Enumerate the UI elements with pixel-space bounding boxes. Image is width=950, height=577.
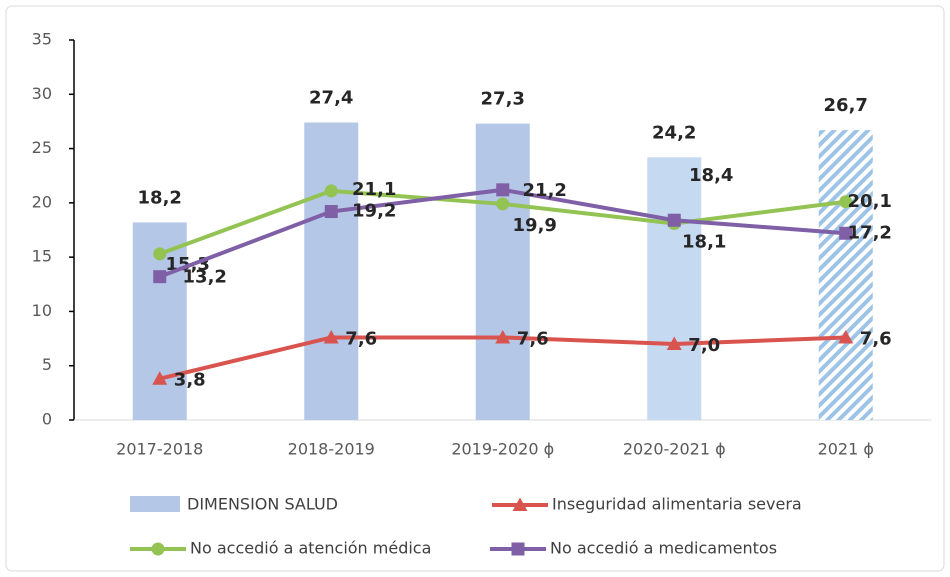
point-value-label: 19,9	[513, 215, 557, 236]
point	[496, 183, 510, 197]
point-value-label: 21,2	[523, 180, 567, 201]
point-value-label: 7,6	[345, 328, 377, 349]
point	[152, 371, 168, 385]
x-tick-label: 2020-2021 ϕ	[623, 440, 726, 459]
x-tick-label: 2017-2018	[116, 440, 203, 459]
legend-swatch	[130, 496, 180, 512]
y-tick-label: 0	[42, 410, 52, 429]
x-tick-label: 2018-2019	[288, 440, 375, 459]
point	[324, 205, 338, 219]
bar	[304, 122, 359, 420]
bar-value-label: 18,2	[138, 187, 182, 208]
point	[153, 247, 167, 261]
bar-value-label: 26,7	[824, 95, 868, 116]
point-value-label: 7,6	[517, 328, 549, 349]
frame	[5, 5, 945, 572]
point	[839, 226, 853, 240]
bar-value-label: 27,3	[481, 89, 525, 110]
legend-label: No accedió a medicamentos	[550, 539, 777, 558]
point-value-label: 13,2	[183, 267, 227, 288]
point-value-label: 3,8	[174, 370, 206, 391]
point-value-label: 17,2	[848, 222, 892, 243]
y-tick-label: 5	[42, 355, 52, 374]
point	[496, 197, 510, 211]
legend-marker	[511, 542, 525, 556]
y-tick-label: 25	[32, 138, 52, 157]
bar-value-label: 27,4	[309, 88, 353, 109]
point-value-label: 21,1	[352, 179, 396, 200]
point-value-label: 7,6	[860, 328, 892, 349]
point	[667, 213, 681, 227]
point	[495, 329, 511, 344]
point	[153, 270, 167, 284]
bar-value-label: 24,2	[652, 122, 696, 143]
bar	[475, 123, 530, 420]
y-tick-label: 10	[32, 301, 52, 320]
legend-marker	[512, 497, 528, 511]
y-tick-label: 15	[32, 247, 52, 266]
point-value-label: 18,4	[689, 165, 733, 186]
point	[323, 329, 339, 344]
x-tick-label: 2021 ϕ	[818, 440, 874, 459]
bar	[647, 157, 702, 420]
legend-label: Inseguridad alimentaria severa	[552, 495, 802, 514]
point	[324, 184, 338, 198]
x-tick-label: 2019-2020 ϕ	[451, 440, 554, 459]
y-tick-label: 30	[32, 84, 52, 103]
legend-label: DIMENSION SALUD	[187, 495, 338, 514]
point	[666, 336, 682, 350]
point-value-label: 18,1	[682, 231, 726, 252]
point-value-label: 19,2	[352, 201, 396, 222]
bar	[818, 130, 873, 420]
y-tick-label: 35	[32, 30, 52, 49]
point-value-label: 20,1	[848, 191, 892, 212]
point	[839, 195, 853, 209]
legend-marker	[151, 542, 165, 556]
y-tick-label: 20	[32, 192, 52, 211]
legend-label: No accedió a atención médica	[190, 539, 431, 558]
point	[838, 329, 854, 344]
point-value-label: 7,0	[688, 335, 720, 356]
